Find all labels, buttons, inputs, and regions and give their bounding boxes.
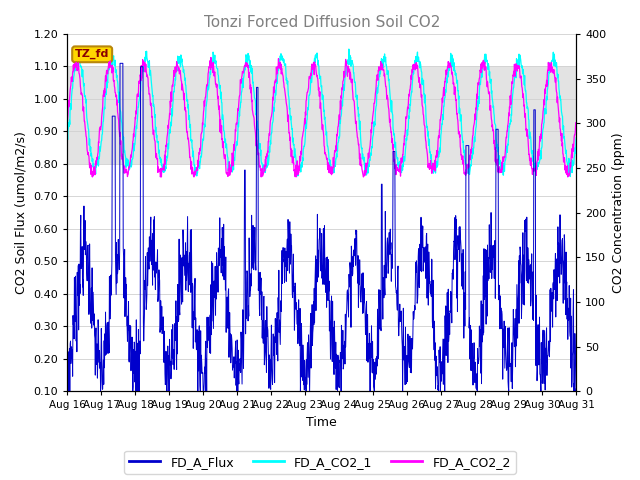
X-axis label: Time: Time — [307, 416, 337, 429]
Text: TZ_fd: TZ_fd — [75, 49, 109, 60]
Y-axis label: CO2 Soil Flux (umol/m2/s): CO2 Soil Flux (umol/m2/s) — [15, 131, 28, 294]
Bar — [67, 66, 576, 164]
Y-axis label: CO2 Concentration (ppm): CO2 Concentration (ppm) — [612, 132, 625, 293]
Title: Tonzi Forced Diffusion Soil CO2: Tonzi Forced Diffusion Soil CO2 — [204, 15, 440, 30]
Legend: FD_A_Flux, FD_A_CO2_1, FD_A_CO2_2: FD_A_Flux, FD_A_CO2_1, FD_A_CO2_2 — [124, 451, 516, 474]
